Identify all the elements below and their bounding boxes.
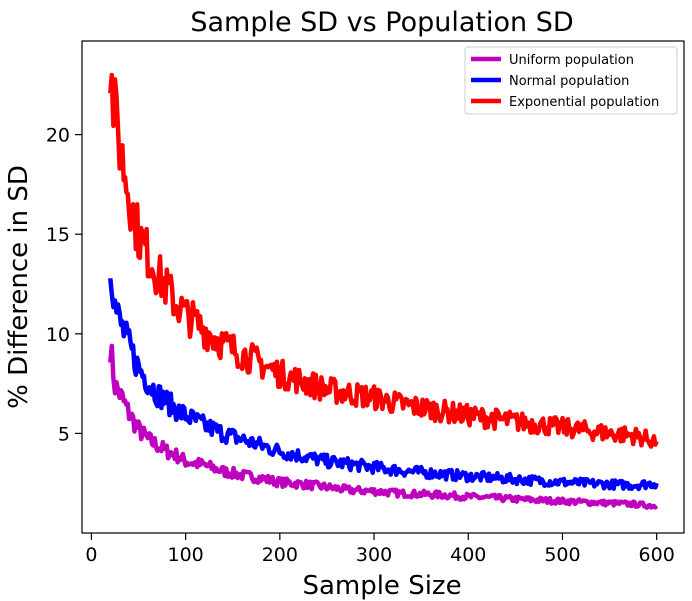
y-tick-label: 5 — [58, 423, 70, 445]
legend-label: Uniform population — [509, 53, 634, 68]
x-tick-label: 500 — [544, 544, 580, 566]
series-line-exponential-population — [108, 72, 659, 449]
series-line-uniform-population — [108, 343, 659, 510]
x-tick-label: 0 — [85, 544, 97, 566]
y-axis-label: % Difference in SD — [4, 165, 34, 409]
legend: Uniform population Normal population Expon… — [464, 46, 678, 115]
legend-label: Exponential population — [509, 95, 659, 110]
x-tick-label: 400 — [450, 544, 486, 566]
legend-label: Normal population — [509, 74, 629, 89]
x-tick-label: 300 — [356, 544, 392, 566]
legend-box — [464, 46, 678, 115]
series-line-normal-population — [108, 278, 659, 492]
series-layer — [108, 72, 659, 510]
y-tick-label: 15 — [46, 224, 70, 246]
y-axis: 5 10 15 20 — [46, 125, 82, 445]
y-tick-label: 10 — [46, 324, 70, 346]
y-tick-label: 20 — [46, 125, 70, 147]
x-tick-label: 200 — [262, 544, 298, 566]
x-axis: 0 100 200 300 400 500 600 — [85, 533, 675, 566]
x-axis-label: Sample Size — [302, 571, 461, 601]
x-tick-label: 600 — [639, 544, 675, 566]
plot-frame — [81, 40, 685, 534]
x-tick-label: 100 — [167, 544, 203, 566]
chart-title: Sample SD vs Population SD — [190, 7, 573, 38]
